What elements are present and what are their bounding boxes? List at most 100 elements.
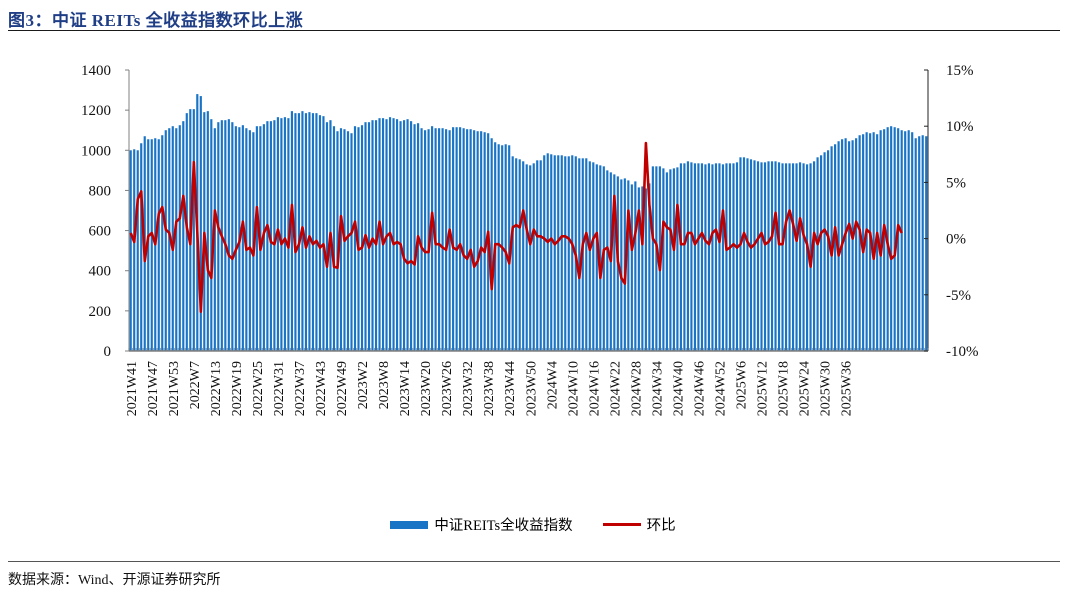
legend-item-index: 中证REITs全收益指数 <box>390 514 573 535</box>
index-bar <box>812 161 816 351</box>
index-bar <box>760 162 763 351</box>
index-bar <box>641 186 644 351</box>
index-bar <box>763 162 767 351</box>
index-bar <box>511 156 514 351</box>
index-bar <box>690 162 693 351</box>
index-bar <box>283 117 286 351</box>
index-bar <box>655 166 658 351</box>
index-bar <box>553 155 556 351</box>
index-bar <box>630 184 633 351</box>
index-bar <box>290 111 293 352</box>
index-bar <box>756 161 760 351</box>
index-bar <box>883 129 886 351</box>
index-bar <box>529 165 532 351</box>
x-axis-tick-label: 2023W26 <box>440 361 455 416</box>
index-bar <box>543 155 546 351</box>
x-axis-tick-label: 2025W36 <box>840 361 855 416</box>
index-bar <box>844 138 847 351</box>
index-bar <box>546 153 549 351</box>
index-bar <box>469 129 472 351</box>
x-axis-tick-label: 2023W50 <box>524 361 539 416</box>
index-bar <box>665 172 668 351</box>
index-bar <box>476 131 479 351</box>
index-bar <box>686 161 689 351</box>
line-series-wow-change <box>129 141 903 313</box>
index-bar <box>192 109 195 351</box>
index-bar <box>620 179 623 351</box>
footer-divider <box>8 561 1060 562</box>
right-axis-tick-label: -5% <box>946 288 971 304</box>
index-bar <box>241 125 244 351</box>
x-axis-tick-label: 2024W10 <box>566 361 581 416</box>
x-axis-tick-label: 2022W49 <box>335 361 350 416</box>
index-bar <box>175 128 178 351</box>
left-axis-tick-label: 1000 <box>81 143 111 159</box>
index-bar <box>567 156 570 351</box>
index-bar <box>872 132 875 351</box>
index-bar <box>374 120 378 352</box>
left-axis-tick-label: 600 <box>89 224 112 240</box>
index-bar <box>420 128 423 351</box>
index-bar <box>325 122 329 351</box>
x-axis-tick-label: 2023W38 <box>482 361 497 416</box>
index-bar <box>536 160 539 351</box>
index-bar <box>739 157 742 351</box>
x-axis-tick-label: 2025W18 <box>777 361 792 416</box>
index-bar <box>879 130 882 351</box>
index-bar <box>445 129 448 351</box>
index-bar <box>473 130 476 351</box>
index-bar <box>704 164 707 351</box>
index-bar <box>749 159 753 351</box>
index-bar <box>168 128 171 351</box>
index-bar <box>504 144 507 351</box>
index-bar <box>178 125 181 351</box>
index-bar <box>662 168 665 351</box>
index-bar <box>728 163 732 351</box>
index-bar <box>669 169 672 351</box>
index-bar <box>823 152 826 351</box>
x-axis-tick-label: 2021W41 <box>125 361 140 416</box>
index-bar <box>227 119 230 352</box>
index-bar <box>304 113 308 352</box>
index-bar <box>890 126 893 351</box>
x-axis-tick-label: 2022W13 <box>209 361 224 416</box>
left-axis-tick-label: 200 <box>89 304 112 320</box>
left-axis-tick-label: 1200 <box>81 103 111 119</box>
bar-series-reits-index <box>129 94 928 352</box>
x-axis-tick-label: 2022W31 <box>272 361 287 416</box>
left-axis-tick-label: 0 <box>104 344 112 360</box>
index-bar <box>515 158 518 351</box>
index-bar <box>918 136 921 351</box>
index-bar <box>550 154 553 351</box>
index-bar <box>315 113 318 352</box>
index-bar <box>676 167 679 351</box>
wow-change-line <box>129 141 903 313</box>
index-bar <box>798 162 802 351</box>
index-bar <box>900 130 903 351</box>
index-bar <box>816 157 819 351</box>
x-axis-tick-label: 2024W28 <box>629 361 644 416</box>
x-axis-tick-label: 2025W24 <box>798 361 813 416</box>
index-bar <box>585 158 588 351</box>
x-axis-tick-label: 2024W52 <box>713 361 728 416</box>
index-bar <box>297 113 301 352</box>
index-bar <box>164 130 167 351</box>
index-bar <box>911 132 914 351</box>
index-bar <box>571 155 574 351</box>
index-bar <box>742 157 746 351</box>
x-axis-tick-label: 2023W2 <box>356 361 371 409</box>
index-bar <box>234 126 237 351</box>
index-bar <box>564 156 567 351</box>
right-axis-tick-label: 5% <box>946 175 966 191</box>
index-bar <box>791 163 795 351</box>
index-bar <box>767 161 770 351</box>
index-bar <box>339 128 343 351</box>
index-bar <box>606 170 609 351</box>
index-bar <box>308 112 311 352</box>
legend-item-wow: 环比 <box>602 514 676 535</box>
index-bar <box>406 119 409 352</box>
left-axis-tick-label: 1400 <box>81 63 111 79</box>
index-bar <box>206 111 209 352</box>
index-bar <box>483 132 486 351</box>
index-bar <box>378 118 381 351</box>
